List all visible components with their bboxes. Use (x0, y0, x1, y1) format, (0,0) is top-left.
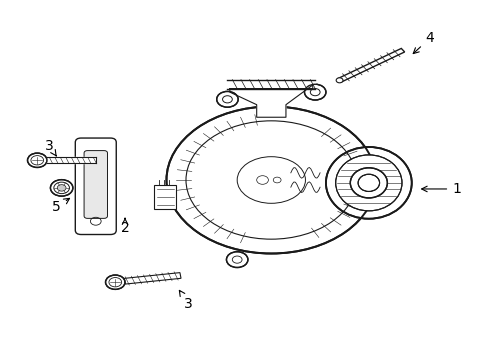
FancyBboxPatch shape (75, 138, 116, 234)
Ellipse shape (335, 155, 401, 211)
Ellipse shape (335, 78, 342, 83)
Ellipse shape (27, 153, 47, 167)
Polygon shape (229, 85, 312, 117)
Ellipse shape (105, 275, 125, 289)
Text: 5: 5 (52, 198, 69, 214)
Ellipse shape (226, 252, 247, 267)
Ellipse shape (166, 107, 375, 253)
Ellipse shape (304, 84, 325, 100)
Ellipse shape (50, 180, 73, 196)
FancyBboxPatch shape (84, 150, 107, 219)
Polygon shape (124, 273, 181, 284)
Ellipse shape (325, 147, 411, 219)
Ellipse shape (357, 174, 379, 192)
Ellipse shape (57, 185, 66, 191)
Text: 1: 1 (421, 182, 460, 196)
Ellipse shape (237, 157, 305, 203)
Ellipse shape (216, 91, 238, 107)
Ellipse shape (349, 168, 386, 198)
Text: 2: 2 (121, 219, 129, 235)
Text: 4: 4 (412, 31, 433, 54)
Text: 3: 3 (45, 139, 56, 156)
FancyBboxPatch shape (154, 185, 176, 209)
Text: 3: 3 (179, 291, 192, 311)
Polygon shape (337, 49, 404, 82)
